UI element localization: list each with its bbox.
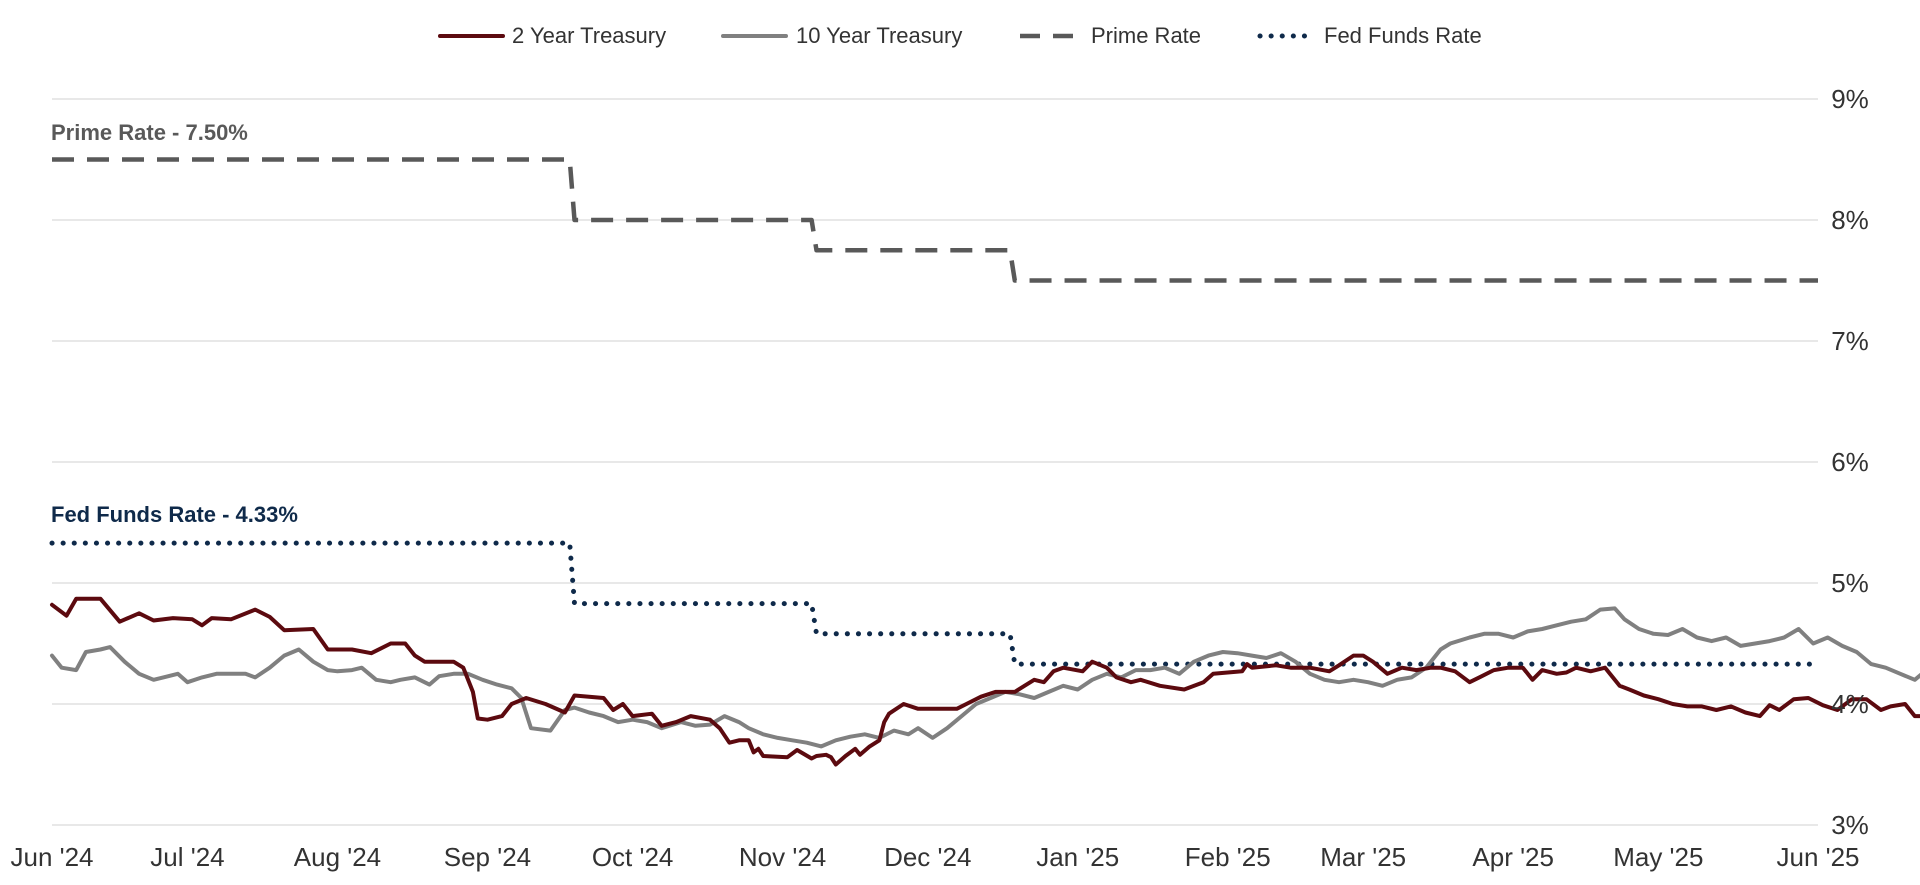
x-tick-label: Nov '24	[739, 842, 826, 872]
legend: 2 Year Treasury 10 Year Treasury Prime Rat…	[438, 23, 1482, 48]
y-tick-label: 8%	[1831, 205, 1869, 235]
y-tick-label: 9%	[1831, 84, 1869, 114]
y-tick-label: 6%	[1831, 447, 1869, 477]
prime-rate-annotation: Prime Rate - 7.50%	[51, 120, 248, 145]
x-tick-label: Jan '25	[1036, 842, 1119, 872]
annotations: Prime Rate - 7.50% Fed Funds Rate - 4.33…	[51, 120, 298, 527]
legend-label: 2 Year Treasury	[512, 23, 666, 48]
x-tick-label: Oct '24	[592, 842, 674, 872]
x-tick-label: Feb '25	[1185, 842, 1271, 872]
series-line-fed-funds-rate	[49, 540, 1821, 667]
x-axis-tick-labels: Jun '24 Jul '24 Aug '24 Sep '24 Oct '24 Nov '…	[10, 842, 1859, 872]
x-tick-label: Jun '25	[1776, 842, 1859, 872]
legend-label: Prime Rate	[1091, 23, 1201, 48]
legend-label: 10 Year Treasury	[796, 23, 962, 48]
series-line-10-year-treasury	[50, 606, 1920, 749]
series-line-prime-rate	[52, 157, 1818, 283]
y-tick-label: 7%	[1831, 326, 1869, 356]
x-tick-label: Mar '25	[1320, 842, 1406, 872]
x-tick-label: Apr '25	[1472, 842, 1554, 872]
y-axis-tick-labels: 3% 4% 5% 6% 7% 8% 9%	[1831, 84, 1869, 840]
y-tick-label: 4%	[1831, 689, 1869, 719]
series-line-2-year-treasury	[50, 596, 1920, 767]
x-tick-label: Jun '24	[10, 842, 93, 872]
gridlines	[52, 98, 1818, 826]
y-tick-label: 5%	[1831, 568, 1869, 598]
x-tick-label: Dec '24	[884, 842, 971, 872]
fed-funds-rate-annotation: Fed Funds Rate - 4.33%	[51, 502, 298, 527]
x-tick-label: Aug '24	[294, 842, 381, 872]
x-tick-label: Jul '24	[150, 842, 224, 872]
y-tick-label: 3%	[1831, 810, 1869, 840]
legend-label: Fed Funds Rate	[1324, 23, 1482, 48]
x-tick-label: May '25	[1613, 842, 1703, 872]
series-lines	[49, 157, 1920, 767]
x-tick-label: Sep '24	[444, 842, 531, 872]
